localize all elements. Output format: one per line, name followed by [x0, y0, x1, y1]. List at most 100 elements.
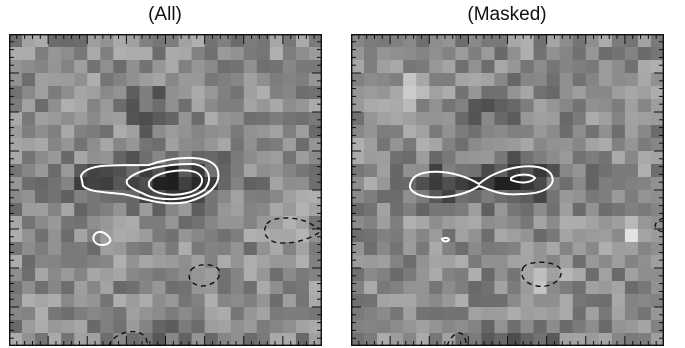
map-pixel	[442, 229, 456, 243]
map-pixel	[113, 112, 127, 126]
map-pixel	[178, 47, 193, 61]
map-pixel	[243, 333, 258, 346]
map-pixel	[572, 294, 587, 308]
map-pixel	[481, 294, 496, 308]
map-pixel	[256, 112, 271, 126]
map-pixel	[546, 229, 561, 243]
map-pixel	[624, 112, 639, 126]
map-pixel	[22, 151, 36, 165]
map-pixel	[35, 34, 49, 48]
map-pixel	[217, 190, 232, 204]
map-pixel	[126, 320, 141, 334]
map-pixel	[100, 60, 114, 74]
map-pixel	[74, 229, 88, 243]
map-pixel	[282, 60, 297, 74]
map-pixel	[217, 268, 232, 282]
map-pixel	[533, 216, 548, 230]
map-pixel	[572, 34, 587, 48]
map-pixel	[559, 125, 574, 139]
map-pixel	[48, 86, 62, 100]
map-pixel	[533, 60, 548, 74]
map-pixel	[572, 242, 587, 256]
map-pixel	[217, 99, 232, 113]
map-pixel	[637, 151, 652, 165]
map-pixel	[282, 151, 297, 165]
map-pixel	[650, 307, 664, 321]
map-pixel	[624, 320, 639, 334]
map-pixel	[364, 99, 378, 113]
map-pixel	[559, 242, 574, 256]
map-pixel	[308, 320, 322, 334]
map-pixel	[204, 203, 219, 217]
map-pixel	[390, 164, 404, 178]
map-pixel	[35, 164, 49, 178]
map-pixel	[243, 255, 258, 269]
map-pixel	[559, 60, 574, 74]
map-pixel	[22, 281, 36, 295]
map-pixel	[152, 268, 167, 282]
map-pixel	[139, 242, 154, 256]
map-pixel	[139, 281, 154, 295]
map-pixel	[308, 47, 322, 61]
map-pixel	[507, 255, 522, 269]
map-pixel	[87, 307, 101, 321]
map-pixel	[481, 112, 496, 126]
map-pixel	[507, 229, 522, 243]
map-pixel	[217, 125, 232, 139]
map-pixel	[152, 216, 167, 230]
map-pixel	[533, 34, 548, 48]
map-pixel	[74, 138, 88, 152]
map-pixel	[572, 255, 587, 269]
map-pixel	[100, 307, 114, 321]
map-pixel	[559, 203, 574, 217]
map-pixel	[481, 138, 496, 152]
map-pixel	[507, 138, 522, 152]
map-pixel	[152, 47, 167, 61]
map-pixel	[455, 73, 469, 87]
map-pixel	[256, 60, 271, 74]
map-pixel	[35, 281, 49, 295]
map-pixel	[87, 190, 101, 204]
map-pixel	[152, 255, 167, 269]
map-pixel	[533, 268, 548, 282]
map-pixel	[533, 242, 548, 256]
map-pixel	[87, 60, 101, 74]
map-pixel	[295, 242, 310, 256]
map-pixel	[9, 281, 23, 295]
map-pixel	[494, 99, 509, 113]
map-pixel	[520, 177, 535, 191]
map-pixel	[217, 47, 232, 61]
map-pixel	[572, 229, 587, 243]
map-pixel	[165, 138, 180, 152]
map-pixel	[507, 112, 522, 126]
map-pixel	[9, 151, 23, 165]
map-pixel	[139, 34, 154, 48]
map-pixel	[178, 125, 193, 139]
map-pixel	[256, 86, 271, 100]
map-pixel	[637, 281, 652, 295]
map-pixel	[126, 47, 141, 61]
map-pixel	[520, 216, 535, 230]
map-pixel	[624, 164, 639, 178]
map-pixel	[559, 99, 574, 113]
map-pixel	[520, 99, 535, 113]
map-pixel	[520, 151, 535, 165]
map-pixel	[204, 216, 219, 230]
map-pixel	[624, 216, 639, 230]
map-pixel	[377, 216, 391, 230]
positive-contours-masked	[408, 165, 554, 243]
map-pixel	[204, 125, 219, 139]
panel-title-all: (All)	[148, 4, 182, 25]
map-pixel	[61, 294, 75, 308]
map-pixel	[455, 307, 469, 321]
map-pixel	[442, 125, 456, 139]
map-pixel	[650, 34, 664, 48]
map-pixel	[22, 268, 36, 282]
map-pixel	[165, 229, 180, 243]
map-pixel	[48, 47, 62, 61]
map-pixel	[585, 333, 600, 346]
map-pixel	[295, 203, 310, 217]
map-pixel	[468, 242, 483, 256]
map-pixel	[455, 34, 469, 48]
map-pixel	[364, 138, 378, 152]
